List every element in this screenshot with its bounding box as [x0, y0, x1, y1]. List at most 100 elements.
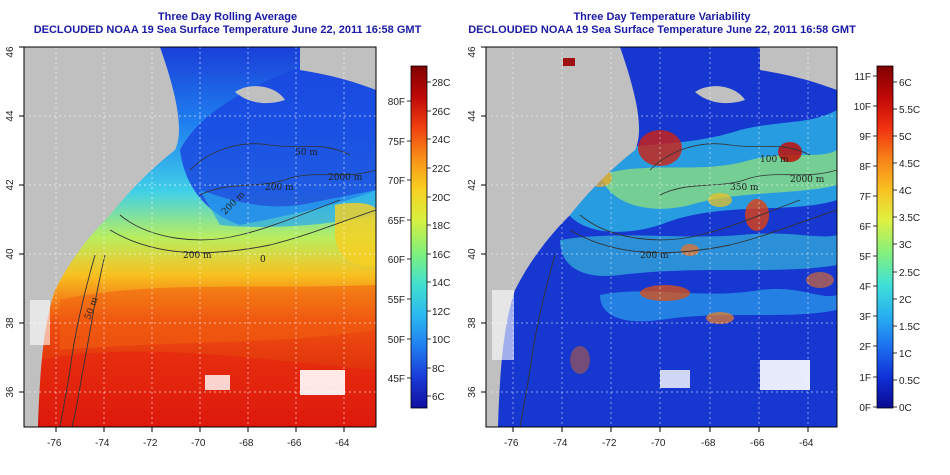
left-colorbar-c-label: 26C: [432, 107, 450, 118]
right-colorbar-c-label: 3.5C: [899, 213, 920, 224]
right-colorbar-f-label: 4F: [859, 282, 871, 293]
right-colorbar-c-label: 5C: [899, 132, 912, 143]
left-colorbar-c-label: 8C: [432, 364, 445, 375]
left-y-tick: 42: [5, 179, 16, 191]
left-colorbar-c-label: 14C: [432, 278, 450, 289]
right-colorbar-c-label: 1.5C: [899, 322, 920, 333]
left-x-tick: -74: [95, 438, 110, 449]
right-colorbar-f-label: 0F: [859, 403, 871, 414]
right-map-frame: [485, 46, 838, 428]
left-contour-label-7: 0: [260, 255, 266, 265]
right-colorbar-f-label: 11F: [855, 72, 872, 83]
right-x-tick: -74: [553, 438, 568, 449]
left-colorbar-c-label: 18C: [432, 221, 450, 232]
right-x-tick: -70: [651, 438, 666, 449]
right-colorbar-f-label: 3F: [859, 312, 871, 323]
left-panel-title: Three Day Rolling Average DECLOUDED NOAA…: [0, 11, 455, 37]
left-x-tick: -64: [335, 438, 350, 449]
right-colorbar-c-label: 4C: [899, 186, 912, 197]
right-contour-label-3: 2000 m: [790, 175, 825, 185]
left-title: Three Day Rolling Average: [157, 11, 298, 23]
right-y-tick: 44: [467, 110, 478, 122]
right-colorbar-c-label: 6C: [899, 78, 912, 89]
left-colorbar: [410, 65, 428, 409]
left-colorbar-c-label: 6C: [432, 392, 445, 403]
left-x-tick: -72: [143, 438, 158, 449]
right-colorbar-c-label: 0.5C: [899, 376, 920, 387]
right-x-tick: -72: [602, 438, 617, 449]
right-colorbar-f-label: 7F: [859, 192, 871, 203]
left-colorbar-c-label: 24C: [432, 135, 450, 146]
left-x-tick: -70: [191, 438, 206, 449]
left-colorbar-c-ticks: [427, 81, 431, 397]
left-y-axis: [19, 46, 24, 393]
left-colorbar-f-ticks: [407, 100, 411, 379]
left-colorbar-c-label: 12C: [432, 307, 450, 318]
left-contour-label-3: 2000 m: [328, 173, 363, 183]
right-contour-label-4: 350 m: [730, 183, 759, 193]
right-colorbar-c-label: 2.5C: [899, 268, 920, 279]
left-colorbar-c-label: 22C: [432, 164, 450, 175]
left-x-tick: -66: [287, 438, 302, 449]
right-colorbar-c-label: 4.5C: [899, 159, 920, 170]
right-contour-label-1: 200 m: [640, 251, 669, 261]
right-x-tick: -68: [701, 438, 716, 449]
right-colorbar-c-label: 3C: [899, 240, 912, 251]
right-colorbar-c-label: 1C: [899, 349, 912, 360]
left-subtitle: DECLOUDED NOAA 19 Sea Surface Temperatur…: [33, 24, 422, 36]
left-contour-label-4: 50 m: [295, 148, 318, 158]
right-x-axis: [512, 427, 809, 432]
left-colorbar-f-label: 65F: [388, 216, 405, 227]
right-colorbar-c-label: 0C: [899, 403, 912, 414]
right-map: [486, 47, 837, 427]
left-contour-label-1: 200 m: [183, 251, 212, 261]
left-colorbar-f-label: 50F: [388, 335, 405, 346]
left-colorbar-c-label: 10C: [432, 335, 450, 346]
left-colorbar-f-label: 60F: [388, 255, 405, 266]
left-x-tick: -76: [47, 438, 62, 449]
right-colorbar-c-ticks: [893, 81, 897, 408]
right-colorbar-f-label: 9F: [859, 132, 871, 143]
right-colorbar-f-label: 5F: [859, 252, 871, 263]
right-panel-title: Three Day Temperature Variability DECLOU…: [462, 11, 862, 37]
right-colorbar-f-label: 6F: [859, 222, 871, 233]
left-colorbar-c-label: 28C: [432, 78, 450, 89]
right-contour-label-2: 100 m: [760, 155, 789, 165]
right-colorbar-f-label: 2F: [859, 342, 871, 353]
right-x-tick: -76: [504, 438, 519, 449]
right-y-axis: [481, 46, 486, 393]
right-y-tick: 36: [467, 386, 478, 398]
right-y-tick: 46: [467, 46, 478, 58]
right-y-tick: 40: [467, 248, 478, 260]
right-colorbar-c-label: 2C: [899, 295, 912, 306]
right-colorbar: [876, 65, 894, 409]
left-y-tick: 38: [5, 317, 16, 329]
left-x-axis: [55, 427, 345, 432]
left-colorbar-f-label: 80F: [388, 97, 405, 108]
left-contour-label-2: 200 m: [265, 183, 294, 193]
right-x-tick: -64: [799, 438, 814, 449]
left-y-tick: 36: [5, 386, 16, 398]
left-colorbar-f-label: 55F: [388, 295, 405, 306]
right-x-tick: -66: [750, 438, 765, 449]
left-colorbar-c-label: 16C: [432, 250, 450, 261]
right-colorbar-f-label: 8F: [859, 162, 871, 173]
right-colorbar-c-label: 5.5C: [899, 105, 920, 116]
left-x-tick: -68: [239, 438, 254, 449]
right-colorbar-f-label: 1F: [859, 373, 871, 384]
left-colorbar-f-label: 70F: [388, 176, 405, 187]
left-y-tick: 40: [5, 248, 16, 260]
left-y-tick: 46: [5, 46, 16, 58]
left-colorbar-f-label: 75F: [388, 137, 405, 148]
right-title: Three Day Temperature Variability: [573, 11, 751, 23]
left-map: [24, 47, 376, 427]
right-colorbar-f-ticks: [873, 75, 877, 408]
right-y-tick: 42: [467, 179, 478, 191]
right-y-tick: 38: [467, 317, 478, 329]
right-subtitle: DECLOUDED NOAA 19 Sea Surface Temperatur…: [468, 24, 856, 36]
left-colorbar-c-label: 20C: [432, 193, 450, 204]
left-colorbar-f-label: 45F: [388, 374, 405, 385]
right-colorbar-f-label: 10F: [854, 102, 871, 113]
left-y-tick: 44: [5, 110, 16, 122]
